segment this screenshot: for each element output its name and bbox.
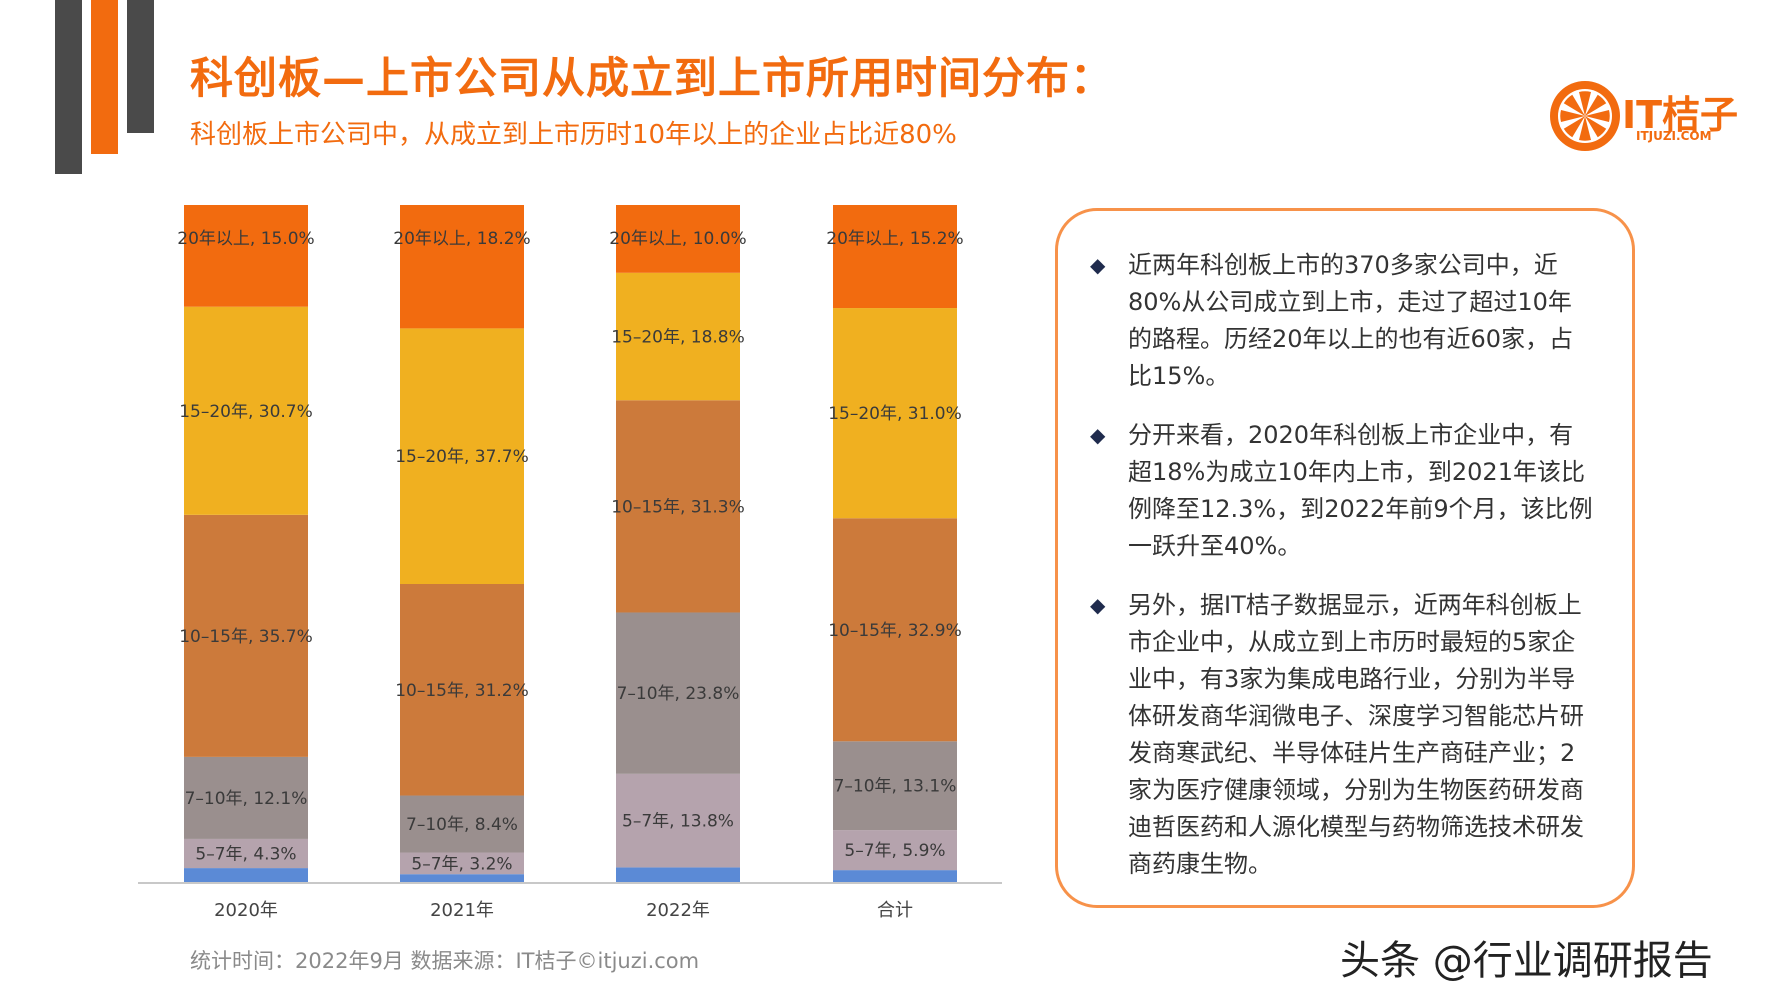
bar-segment [616,612,740,774]
x-tick-label: 2021年 [430,900,494,921]
header-deco-bar-orange [91,0,118,154]
bar-segment [400,795,524,853]
logo [1550,81,1620,151]
bar-segment [616,205,740,273]
orange-slice-icon [1550,81,1620,151]
bar-segment [400,852,524,875]
logo-brand-text: IT桔子 [1622,93,1739,137]
data-label: 20年以上, 15.0% [177,229,314,249]
info-bullet-1: ◆ 近两年科创板上市的370多家公司中，近80%从公司成立到上市，走过了超过10… [1090,247,1594,395]
x-tick-label: 2022年 [646,900,710,921]
data-label: 10–15年, 31.2% [395,681,529,701]
info-bullet-text: 分开来看，2020年科创板上市企业中，有超18%为成立10年内上市，到2021年… [1128,421,1593,560]
data-label: 7–10年, 12.1% [185,789,308,809]
stacked-bar-chart: 5–7年, 4.3% 7–10年, 12.1% 10–15年, 35.7% 15–20… [138,205,1002,921]
info-bullet-text: 另外，据IT桔子数据显示，近两年科创板上市企业中，从成立到上市历时最短的5家企业… [1128,591,1584,878]
bar-segment [184,838,308,869]
bar-segment [833,830,957,871]
bar-segment [184,205,308,307]
header-deco-bar-dark-right [127,0,154,133]
data-label: 5–7年, 5.9% [844,841,945,861]
data-label: 15–20年, 37.7% [395,447,529,467]
page-subtitle: 科创板上市公司中，从成立到上市历时10年以上的企业占比近80% [190,120,957,150]
diamond-bullet-icon: ◆ [1090,253,1106,277]
info-box: ◆ 近两年科创板上市的370多家公司中，近80%从公司成立到上市，走过了超过10… [1055,208,1635,908]
bar-segment [184,868,308,883]
x-tick-label: 2020年 [214,900,278,921]
header-deco-bar-dark-left [55,0,82,174]
data-label: 10–15年, 31.3% [611,497,745,517]
bar-segment [184,756,308,839]
bar-segment [400,328,524,585]
bar-segment [400,584,524,796]
info-bullet-text: 近两年科创板上市的370多家公司中，近80%从公司成立到上市，走过了超过10年的… [1128,251,1574,390]
info-bullet-3: ◆ 另外，据IT桔子数据显示，近两年科创板上市企业中，从成立到上市历时最短的5家… [1090,587,1594,883]
bar-segment [833,870,957,883]
bar-segment [400,205,524,329]
diamond-bullet-icon: ◆ [1090,423,1106,447]
footer-source: 统计时间：2022年9月 数据来源：IT桔子©itjuzi.com [190,949,700,973]
logo-domain-text: ITJUZI.COM [1636,129,1712,143]
data-label: 15–20年, 30.7% [179,402,313,422]
bar-segment [833,308,957,519]
bar-segment [184,306,308,515]
bar-segment [616,867,740,883]
data-label: 20年以上, 15.2% [826,229,963,249]
data-label: 15–20年, 18.8% [611,328,745,348]
x-tick-label: 合计 [877,900,913,921]
bar-segment [833,741,957,831]
bar-segment [400,874,524,883]
bar-segment [616,272,740,401]
data-label: 5–7年, 4.3% [195,845,296,865]
info-bullet-2: ◆ 分开来看，2020年科创板上市企业中，有超18%为成立10年内上市，到202… [1090,417,1594,565]
data-label: 5–7年, 13.8% [622,812,734,832]
bar-segment [184,514,308,757]
data-label: 7–10年, 8.4% [406,815,518,835]
watermark: 头条 @行业调研报告 [1340,938,1713,984]
bar-segment [616,400,740,613]
data-label: 15–20年, 31.0% [828,404,962,424]
data-label: 20年以上, 10.0% [609,229,746,249]
data-label: 5–7年, 3.2% [411,854,512,874]
data-label: 10–15年, 35.7% [179,627,313,647]
diamond-bullet-icon: ◆ [1090,593,1106,617]
page-title: 科创板—上市公司从成立到上市所用时间分布： [190,54,1114,104]
data-label: 7–10年, 23.8% [617,684,740,704]
bar-segment [616,773,740,868]
data-label: 20年以上, 18.2% [393,229,530,249]
bar-segment [833,518,957,742]
data-label: 10–15年, 32.9% [828,621,962,641]
bar-segment [833,205,957,309]
data-label: 7–10年, 13.1% [834,777,957,797]
